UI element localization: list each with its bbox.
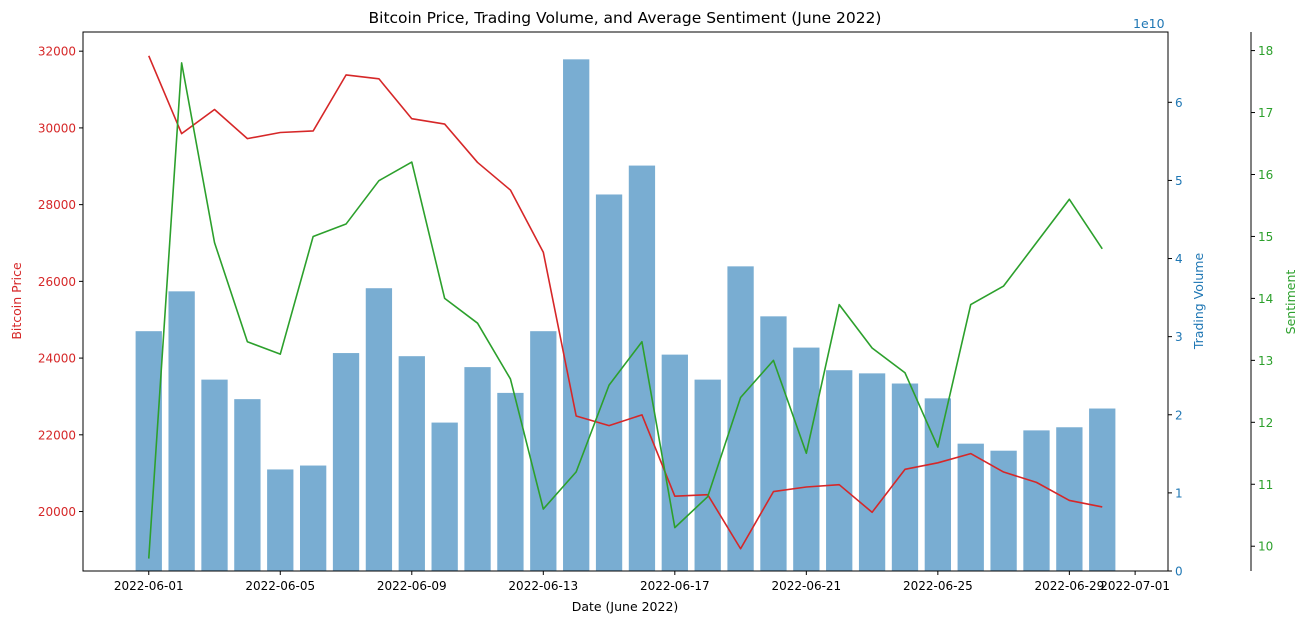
volume-bar-2022-06-03 xyxy=(201,380,227,571)
x-tick-label-2022-06-25: 2022-06-25 xyxy=(903,579,973,593)
price-tick-label-32000: 32000 xyxy=(38,45,76,59)
volume-bar-2022-06-24 xyxy=(892,384,918,571)
volume-bar-2022-06-30 xyxy=(1089,409,1115,571)
volume-bar-2022-06-25 xyxy=(925,398,951,571)
volume-axis: 0 1 2 3 4 5 6 xyxy=(1168,96,1183,579)
sentiment-tick-label-10: 10 xyxy=(1258,540,1273,554)
price-tick-label-30000: 30000 xyxy=(38,121,76,135)
volume-bar-2022-06-04 xyxy=(234,399,260,571)
volume-axis-label: Trading Volume xyxy=(1191,253,1206,351)
sentiment-tick-label-15: 15 xyxy=(1258,230,1273,244)
sentiment-tick-label-13: 13 xyxy=(1258,354,1273,368)
sentiment-tick-label-16: 16 xyxy=(1258,168,1273,182)
x-axis: 2022-06-01 2022-06-05 2022-06-09 2022-06-13… xyxy=(114,571,1170,593)
volume-bar-2022-06-16 xyxy=(629,166,655,571)
sentiment-tick-label-11: 11 xyxy=(1258,478,1273,492)
x-tick-label-2022-06-17: 2022-06-17 xyxy=(640,579,710,593)
volume-bar-2022-06-15 xyxy=(596,194,622,571)
chart-title: Bitcoin Price, Trading Volume, and Avera… xyxy=(369,9,882,27)
volume-bar-2022-06-28 xyxy=(1023,430,1049,571)
volume-bar-2022-06-13 xyxy=(530,331,556,571)
volume-bar-2022-06-21 xyxy=(793,348,819,571)
volume-bar-2022-06-23 xyxy=(859,373,885,571)
volume-bar-2022-06-20 xyxy=(760,316,786,571)
x-tick-label-2022-07-01: 2022-07-01 xyxy=(1100,579,1170,593)
volume-bar-2022-06-01 xyxy=(136,331,162,571)
volume-bar-2022-06-06 xyxy=(300,466,326,571)
x-tick-label-2022-06-13: 2022-06-13 xyxy=(508,579,578,593)
price-tick-label-24000: 24000 xyxy=(38,352,76,366)
volume-axis-offset-label: 1e10 xyxy=(1133,16,1165,31)
volume-bar-2022-06-27 xyxy=(990,451,1016,571)
price-tick-label-20000: 20000 xyxy=(38,505,76,519)
volume-bar-2022-06-08 xyxy=(366,288,392,571)
volume-bar-2022-06-12 xyxy=(497,393,523,571)
volume-tick-label-3: 3 xyxy=(1175,330,1183,344)
volume-bar-2022-06-10 xyxy=(432,423,458,571)
sentiment-tick-label-12: 12 xyxy=(1258,416,1273,430)
volume-tick-label-5: 5 xyxy=(1175,174,1183,188)
sentiment-axis-label: Sentiment xyxy=(1283,270,1298,335)
price-axis-label: Bitcoin Price xyxy=(9,262,24,340)
x-tick-label-2022-06-01: 2022-06-01 xyxy=(114,579,184,593)
price-tick-label-28000: 28000 xyxy=(38,198,76,212)
volume-bar-2022-06-07 xyxy=(333,353,359,571)
volume-bar-2022-06-18 xyxy=(695,380,721,571)
price-tick-label-26000: 26000 xyxy=(38,275,76,289)
volume-bar-2022-06-26 xyxy=(958,444,984,571)
volume-bar-2022-06-29 xyxy=(1056,427,1082,571)
price-axis: 20000 22000 24000 26000 28000 30000 32000 xyxy=(38,45,83,519)
volume-bar-2022-06-17 xyxy=(662,355,688,571)
x-axis-label: Date (June 2022) xyxy=(572,599,679,614)
sentiment-axis: 10 11 12 13 14 15 16 17 18 xyxy=(1251,32,1273,571)
volume-bar-2022-06-09 xyxy=(399,356,425,571)
x-tick-label-2022-06-21: 2022-06-21 xyxy=(771,579,841,593)
sentiment-tick-label-17: 17 xyxy=(1258,106,1273,120)
volume-tick-label-4: 4 xyxy=(1175,252,1183,266)
volume-tick-label-1: 1 xyxy=(1175,486,1183,500)
sentiment-tick-label-14: 14 xyxy=(1258,292,1273,306)
sentiment-tick-label-18: 18 xyxy=(1258,44,1273,58)
volume-tick-label-6: 6 xyxy=(1175,96,1183,110)
x-tick-label-2022-06-05: 2022-06-05 xyxy=(245,579,315,593)
volume-bar-2022-06-19 xyxy=(727,266,753,571)
price-tick-label-22000: 22000 xyxy=(38,428,76,442)
volume-bar-2022-06-14 xyxy=(563,59,589,571)
volume-tick-label-2: 2 xyxy=(1175,408,1183,422)
volume-bar-2022-06-02 xyxy=(168,291,194,571)
volume-bar-2022-06-11 xyxy=(464,367,490,571)
volume-bar-2022-06-22 xyxy=(826,370,852,571)
volume-tick-label-0: 0 xyxy=(1175,565,1183,579)
x-tick-label-2022-06-09: 2022-06-09 xyxy=(377,579,447,593)
x-tick-label-2022-06-29: 2022-06-29 xyxy=(1034,579,1104,593)
volume-bar-2022-06-05 xyxy=(267,469,293,571)
